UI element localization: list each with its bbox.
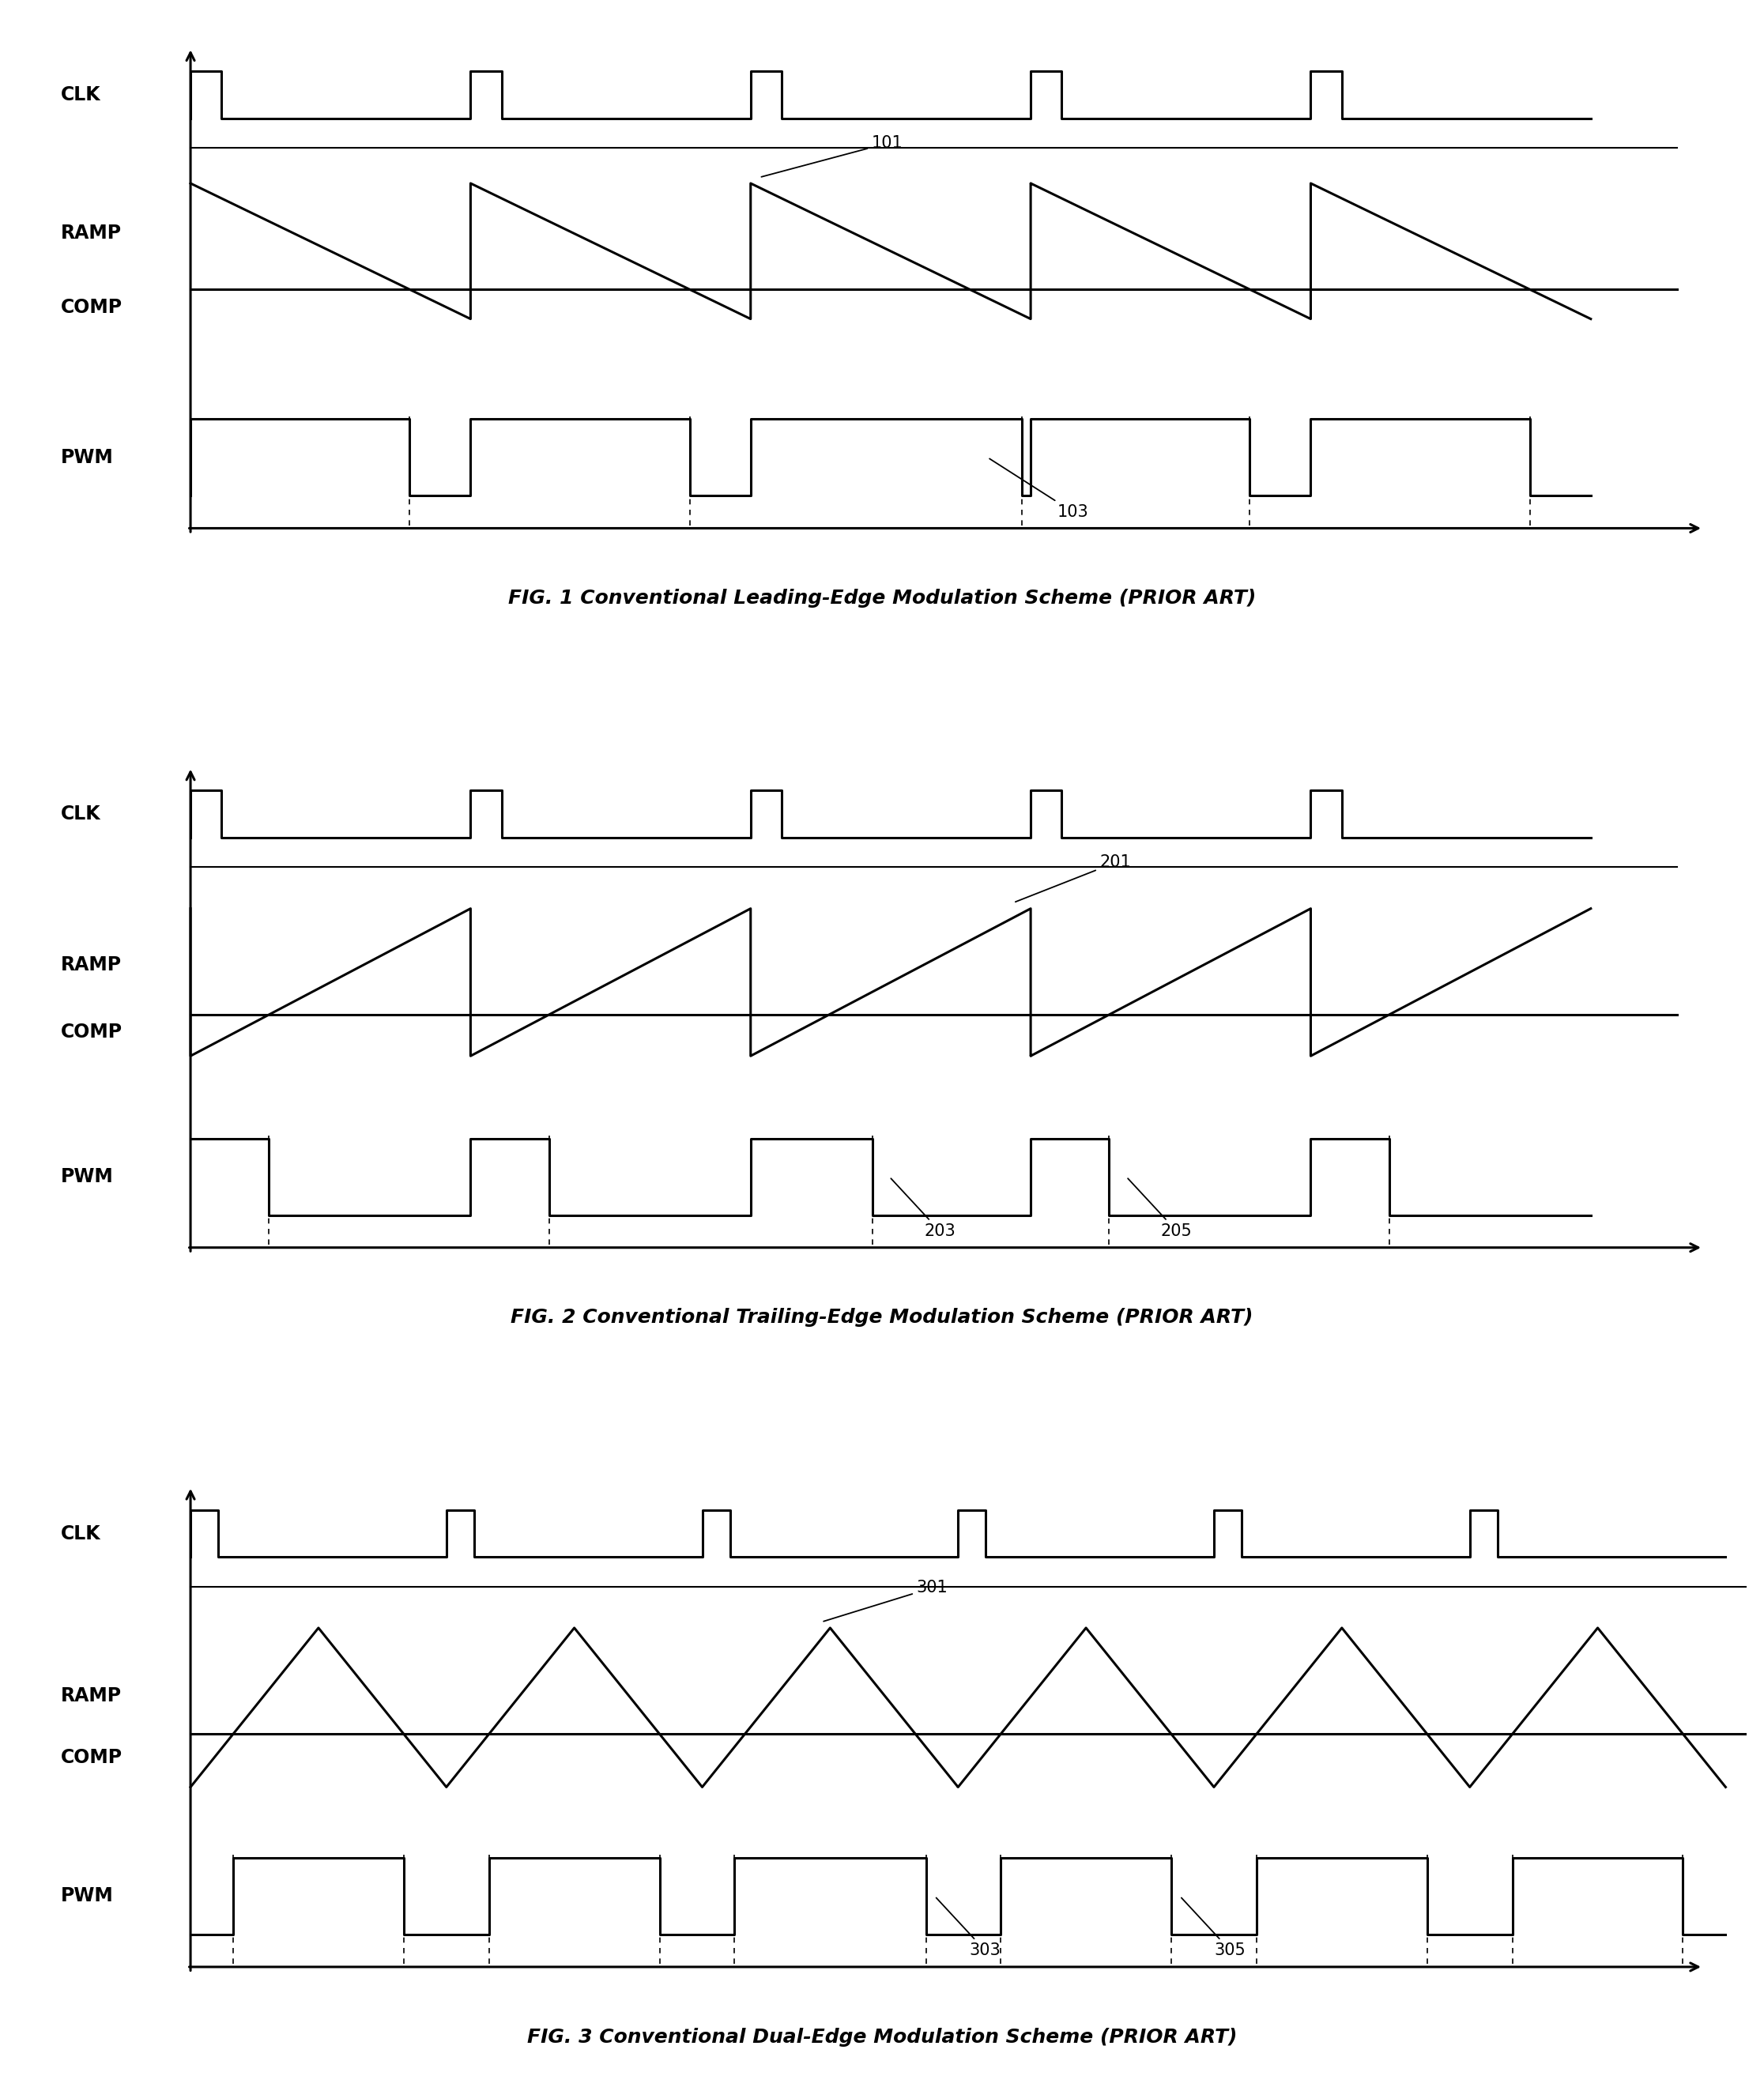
Text: 101: 101 <box>762 136 903 178</box>
Text: 305: 305 <box>1182 1899 1245 1959</box>
Text: 301: 301 <box>824 1581 947 1621</box>
Text: RAMP: RAMP <box>60 956 122 974</box>
Text: 103: 103 <box>990 458 1088 521</box>
Text: PWM: PWM <box>60 1167 113 1186</box>
Text: 303: 303 <box>937 1899 1000 1959</box>
Text: RAMP: RAMP <box>60 1685 122 1704</box>
Text: FIG. 1 Conventional Leading-Edge Modulation Scheme (PRIOR ART): FIG. 1 Conventional Leading-Edge Modulat… <box>508 590 1256 608</box>
Text: COMP: COMP <box>60 1748 123 1767</box>
Text: FIG. 2 Conventional Trailing-Edge Modulation Scheme (PRIOR ART): FIG. 2 Conventional Trailing-Edge Modula… <box>512 1309 1252 1328</box>
Text: COMP: COMP <box>60 297 123 316</box>
Text: CLK: CLK <box>60 805 101 824</box>
Text: CLK: CLK <box>60 1524 101 1543</box>
Text: FIG. 3 Conventional Dual-Edge Modulation Scheme (PRIOR ART): FIG. 3 Conventional Dual-Edge Modulation… <box>527 2028 1237 2047</box>
Text: RAMP: RAMP <box>60 224 122 243</box>
Text: PWM: PWM <box>60 447 113 466</box>
Text: 205: 205 <box>1127 1179 1192 1240</box>
Text: PWM: PWM <box>60 1886 113 1905</box>
Text: 201: 201 <box>1016 855 1131 901</box>
Text: 203: 203 <box>891 1179 956 1240</box>
Text: CLK: CLK <box>60 86 101 105</box>
Text: COMP: COMP <box>60 1022 123 1041</box>
